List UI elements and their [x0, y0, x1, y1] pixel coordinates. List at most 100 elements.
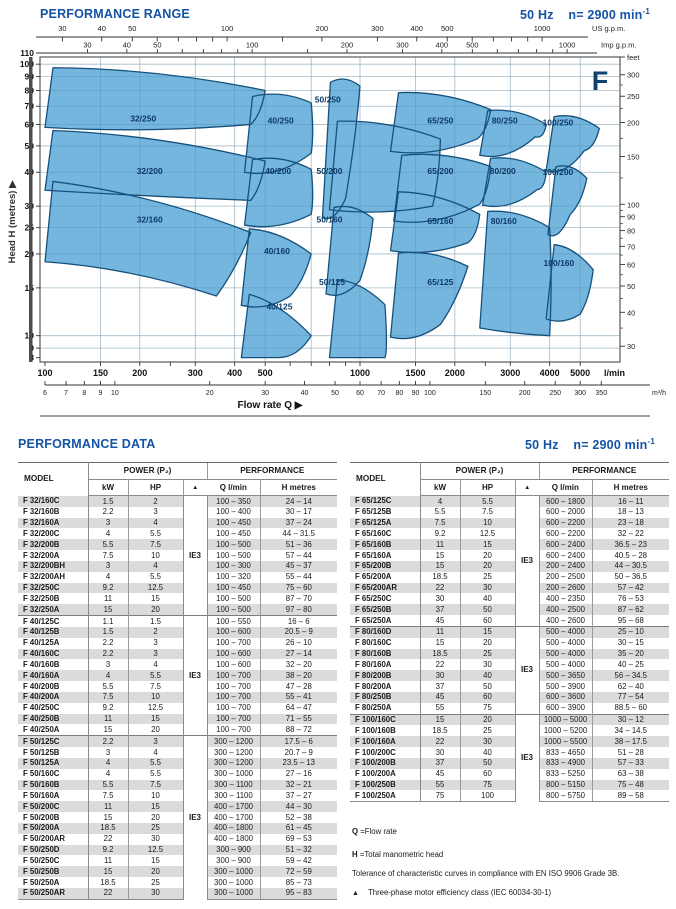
h-range-cell: 17.5 – 6	[259, 735, 338, 748]
model-cell: F 50/250B	[18, 866, 89, 877]
range-area-50-125	[329, 279, 387, 358]
kw-cell: 3	[88, 517, 128, 529]
range-label-80-250: 80/250	[492, 116, 518, 126]
q-range-cell: 400 – 2500	[539, 604, 593, 616]
head-axis: 110100908070605040302520151098Head H (me…	[7, 48, 40, 363]
kw-cell: 3	[88, 560, 128, 572]
hp-cell: 3	[127, 735, 183, 748]
efficiency-class-text: Three-phase motor efficiency class (IEC …	[367, 888, 552, 897]
kw-cell: 18.5	[88, 822, 128, 834]
model-cell: F 50/200A	[18, 822, 89, 834]
range-outline-50-250	[321, 78, 361, 220]
hp-header: HP	[127, 479, 183, 496]
q-range-cell: 100 – 500	[207, 604, 261, 616]
kw-cell: 5.5	[88, 539, 128, 551]
kw-cell: 2.2	[102, 507, 114, 517]
table-row: F 80/200B 30 40 500 – 3650 56 – 34.5	[350, 670, 670, 682]
hp-cell: 7.5	[127, 539, 183, 551]
hp-cell: 15	[127, 801, 183, 813]
hp-cell: 30	[127, 833, 183, 845]
table-row: F 32/250C 9.2 12.5 100 – 450 75 – 60	[18, 582, 338, 594]
hp-cell: 3	[127, 648, 183, 660]
hp-cell: 40	[459, 593, 515, 605]
range-label-40-125: 40/125	[266, 302, 292, 312]
model-cell: F 50/250C	[18, 855, 89, 867]
range-label-80-160: 80/160	[491, 216, 517, 226]
h-header: H metres	[259, 479, 338, 496]
q-range-cell: 100 – 700	[207, 670, 261, 682]
model-cell: F 80/250B	[350, 691, 421, 703]
model-cell: F 32/160C	[18, 495, 89, 507]
kw-cell: 9.2	[434, 529, 446, 538]
h-range-cell: 71 – 55	[259, 713, 338, 725]
table-row: F 100/200C 30 40 833 – 4650 51 – 28	[350, 747, 670, 758]
model-cell: F 65/200A	[350, 571, 421, 583]
table-row: F 32/200A 7.5 10 100 – 500 57 – 44	[18, 550, 338, 561]
kw-cell: 4	[420, 495, 460, 507]
pump-range-areas	[45, 67, 600, 358]
table-row: F 65/125C 4 5.5 IE3 600 – 1800 16 – 11	[350, 495, 670, 627]
model-cell: F 40/160B	[18, 659, 89, 671]
range-label-40-160: 40/160	[264, 246, 290, 256]
svg-text:100: 100	[221, 24, 234, 33]
table-row: F 100/250A 75 100 800 – 5750 89 – 58	[350, 790, 670, 803]
q-range-cell: 500 – 3650	[539, 670, 593, 682]
hp-cell: 2	[127, 495, 183, 507]
range-label-80-200: 80/200	[490, 166, 516, 176]
range-label-65-250: 65/250	[427, 116, 453, 126]
range-outline-32-160	[44, 180, 252, 297]
model-cell: F 100/160A	[350, 736, 421, 748]
range-outline-100-160	[545, 244, 594, 322]
table-subheader-row: kW HP ▲ Q l/min H metres	[18, 479, 338, 496]
kw-cell: 1.1	[88, 615, 128, 627]
q-range-cell: 100 – 700	[207, 713, 261, 725]
kw-cell: 37	[420, 604, 460, 616]
q-range-cell: 100 – 700	[216, 703, 251, 713]
hp-cell: 30	[127, 887, 183, 900]
kw-cell: 11	[103, 855, 113, 865]
q-range-cell: 833 – 4900	[539, 757, 593, 769]
h-range-cell: 51 – 28	[591, 747, 670, 758]
kw-cell: 30	[435, 593, 445, 603]
range-outline-32-250	[44, 67, 266, 131]
q-range-cell: 600 – 2200	[539, 517, 593, 529]
range-area-65-125	[390, 252, 468, 339]
kw-cell: 15	[88, 604, 128, 616]
kw-cell: 55	[420, 779, 460, 791]
model-cell: F 65/160C	[350, 528, 421, 540]
svg-text:30: 30	[58, 24, 66, 33]
h-range-cell: 44 – 30.5	[591, 560, 670, 572]
svg-text:300: 300	[574, 390, 586, 397]
svg-text:150: 150	[480, 390, 492, 397]
model-cell: F 80/160D	[350, 625, 421, 638]
hp-cell: 7.5	[127, 681, 183, 692]
hp-cell: 15	[459, 539, 515, 551]
model-cell: F 40/125A	[18, 637, 89, 649]
table-row: F 65/125B 5.5 7.5 600 – 2000 18 – 13	[350, 506, 670, 518]
hp-cell: 25	[127, 876, 183, 888]
svg-text:5000: 5000	[570, 368, 590, 378]
hp-cell: 5.5	[459, 495, 515, 507]
h-range-cell: 51 – 32	[259, 844, 338, 856]
range-label-50-250: 50/250	[315, 95, 341, 105]
kw-cell: 3	[105, 659, 111, 669]
model-header: MODEL	[350, 462, 421, 496]
kw-cell: 11	[88, 801, 128, 813]
q-symbol: Q	[352, 827, 359, 836]
us-gpm-axis: 30 40 50 100 200 300 400 500 1000 US g.p.m.	[36, 24, 625, 42]
h-range-cell: 75 – 60	[259, 582, 338, 594]
svg-text:200: 200	[341, 41, 354, 50]
kw-cell: 18.5	[432, 725, 448, 735]
table-subheader-row: kW HP ▲ Q l/min H metres	[350, 479, 670, 496]
model-cell: F 65/160B	[350, 539, 421, 551]
q-range-cell: 300 – 900	[216, 855, 251, 865]
hp-cell: 50	[459, 757, 515, 769]
h-range-cell: 30 – 17	[259, 506, 338, 518]
q-range-cell: 400 – 1800	[214, 834, 254, 844]
range-label-32-160: 32/160	[137, 214, 163, 224]
speed-exponent: -1	[647, 437, 655, 446]
hp-cell: 40	[459, 670, 515, 682]
hp-cell: 75	[459, 779, 515, 791]
range-outline-80-250	[479, 109, 547, 158]
q-range-cell: 600 – 2200	[546, 529, 586, 538]
